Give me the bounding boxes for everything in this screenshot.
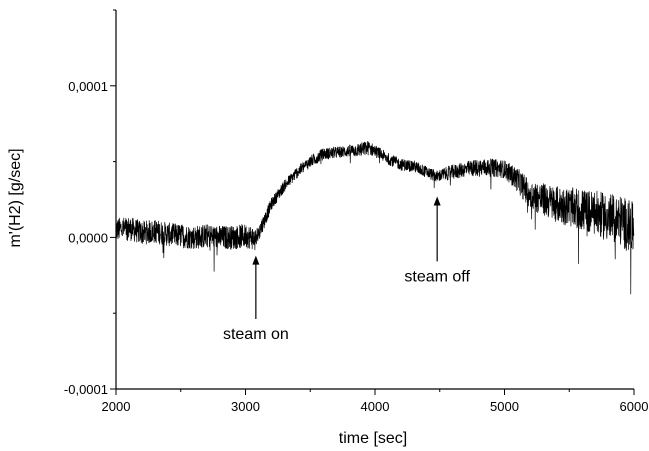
y-axis-label: m'(H2) [g/sec] (7, 148, 24, 247)
series-layer (115, 141, 635, 295)
x-tick-label: 5000 (490, 399, 519, 414)
x-tick-label: 4000 (361, 399, 390, 414)
annotation-arrowhead (252, 255, 260, 265)
annotation-arrowhead (433, 196, 441, 206)
y-tick-label: 0,0000 (68, 230, 108, 245)
x-tick-label: 2000 (102, 399, 131, 414)
annotation-label: steam off (404, 268, 470, 285)
x-tick-label: 3000 (231, 399, 260, 414)
annotation-label: steam on (223, 326, 289, 343)
annotation-layer: steam on steam off (223, 196, 470, 343)
y-tick-label: -0,0001 (64, 382, 108, 397)
x-tick-label: 6000 (620, 399, 649, 414)
y-tick-label: 0,0001 (68, 79, 108, 94)
ticks-layer: 2000 3000 4000 5000 6000 -0,0001 0,0000 0,0001 (64, 9, 649, 414)
series-line (115, 141, 635, 295)
x-axis-label: time [sec] (339, 430, 407, 447)
